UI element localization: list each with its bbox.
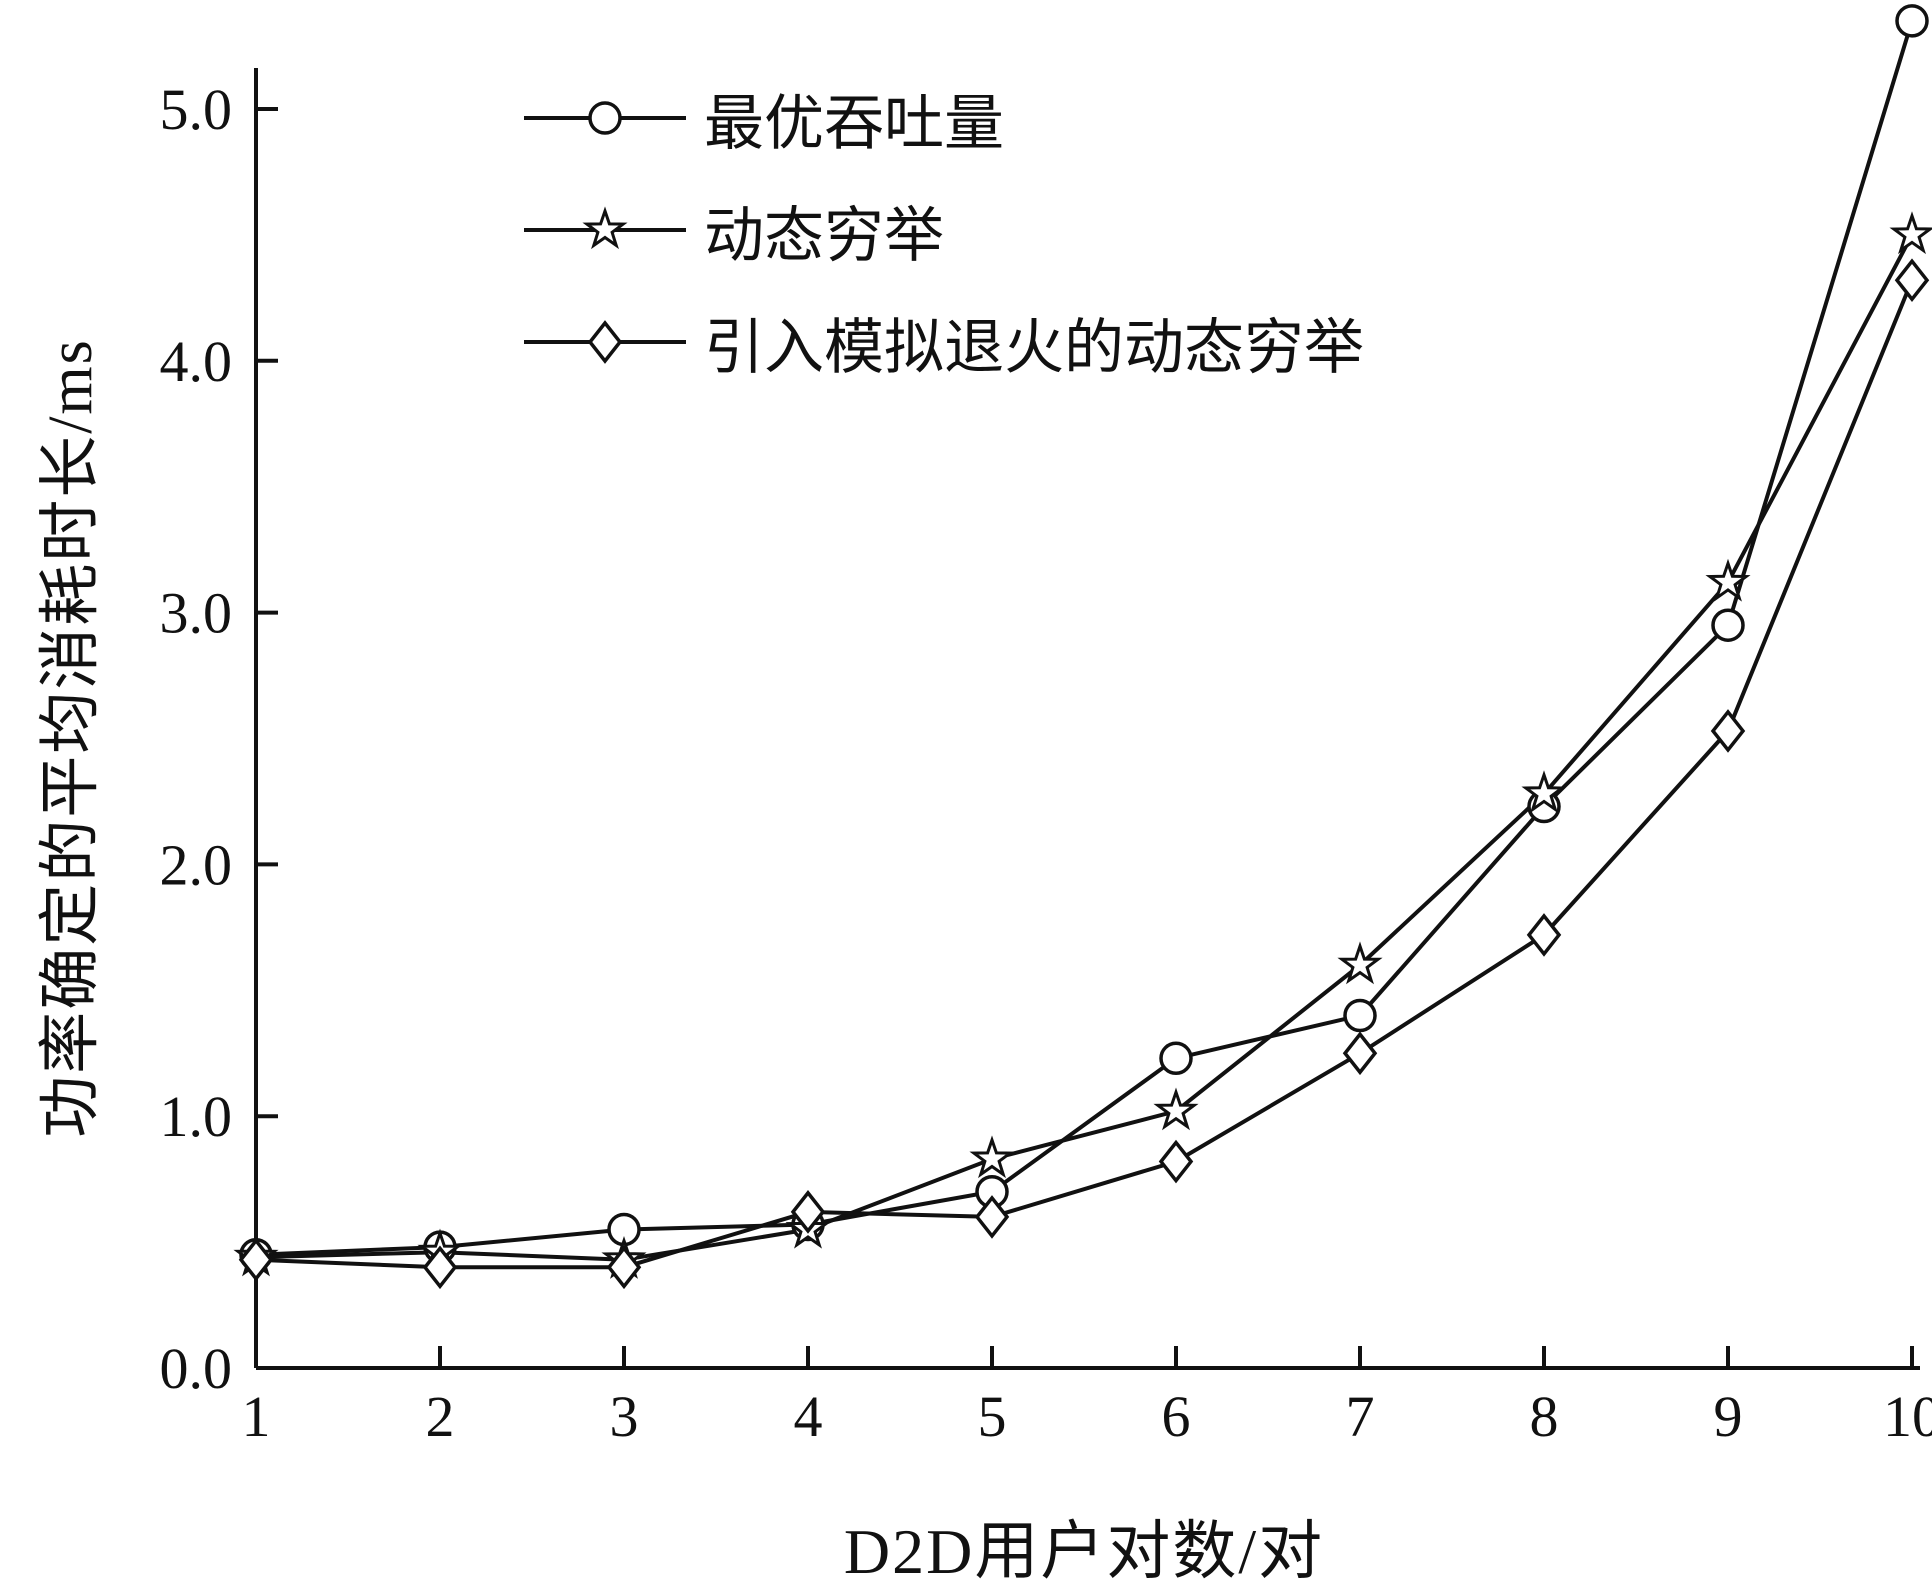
x-tick-label: 7	[1346, 1384, 1375, 1449]
x-tick-label: 3	[610, 1384, 639, 1449]
y-tick-label: 0.0	[160, 1336, 233, 1401]
legend-item: 动态穷举	[520, 174, 1364, 286]
series-line-star	[255, 233, 1914, 1262]
legend-star-marker-icon	[524, 206, 686, 250]
series-line-circle	[255, 20, 1914, 1257]
legend-item: 最优吞吐量	[520, 62, 1364, 174]
x-tick-label: 5	[978, 1384, 1007, 1449]
series-line-diamond	[255, 279, 1914, 1270]
x-tick-label: 6	[1162, 1384, 1191, 1449]
x-tick-label: 4	[794, 1384, 823, 1449]
y-tick-label: 1.0	[160, 1084, 233, 1149]
legend-label: 最优吞吐量	[704, 90, 1004, 157]
legend-diamond-marker-icon	[524, 320, 686, 364]
x-tick-label: 8	[1530, 1384, 1559, 1449]
legend-circle-marker-icon	[524, 101, 686, 135]
y-axis-label: 功率确定的平均消耗时长/ms	[37, 338, 105, 1138]
y-tick-label: 3.0	[160, 581, 233, 646]
x-tick-label: 2	[426, 1384, 455, 1449]
y-tick-label: 5.0	[160, 77, 233, 142]
x-tick-label: 10	[1883, 1384, 1932, 1449]
y-tick-label: 4.0	[160, 329, 233, 394]
legend-item: 引入模拟退火的动态穷举	[520, 286, 1364, 398]
y-tick-label: 2.0	[160, 832, 233, 897]
x-tick-label: 1	[242, 1384, 271, 1449]
legend: 最优吞吐量 动态穷举 引入模拟退火的动态穷举	[520, 62, 1364, 398]
x-axis-label: D2D用户对数/对	[843, 1516, 1325, 1587]
legend-label: 动态穷举	[704, 202, 944, 269]
legend-label: 引入模拟退火的动态穷举	[704, 314, 1364, 381]
x-tick-label: 9	[1714, 1384, 1743, 1449]
